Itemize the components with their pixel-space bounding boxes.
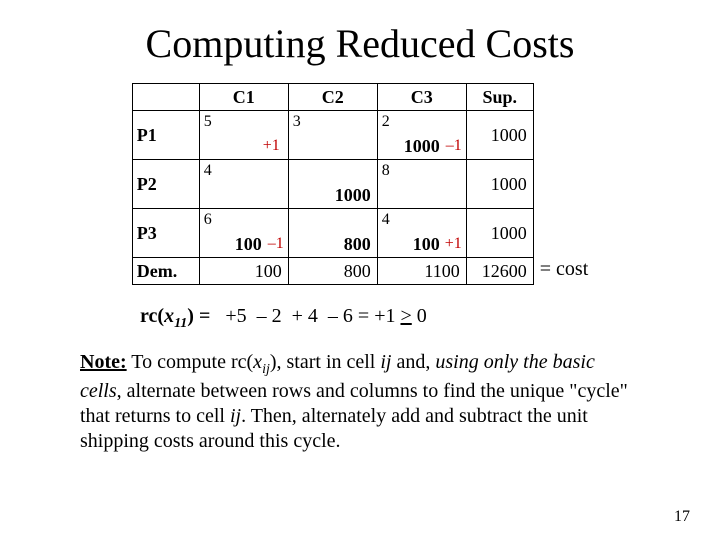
cell-p2c2: 1000 bbox=[288, 160, 377, 209]
supply-p2: 1000 bbox=[466, 160, 533, 209]
demand-c3: 1100 bbox=[377, 258, 466, 285]
cost-p2c3: 8 bbox=[382, 162, 390, 180]
corner-cell bbox=[132, 84, 199, 111]
anno-p1c3: –1 bbox=[446, 137, 462, 155]
cell-p3c2: 800 bbox=[288, 209, 377, 258]
page-number: 17 bbox=[674, 508, 690, 526]
transport-table: C1 C2 C3 Sup. P1 5 +1 3 2 1000 –1 bbox=[132, 83, 534, 285]
col-header-c2: C2 bbox=[288, 84, 377, 111]
total-cost: 12600 bbox=[466, 258, 533, 285]
cell-p1c1: 5 +1 bbox=[199, 111, 288, 160]
demand-c2: 800 bbox=[288, 258, 377, 285]
note-text: To compute rc(xij), start in cell ij and… bbox=[80, 351, 628, 452]
cost-p3c1: 6 bbox=[204, 211, 212, 229]
note-label: Note: bbox=[80, 351, 127, 373]
cell-p1c3: 2 1000 –1 bbox=[377, 111, 466, 160]
demand-c1: 100 bbox=[199, 258, 288, 285]
cell-p3c3: 4 100 +1 bbox=[377, 209, 466, 258]
alloc-p3c1: 100 bbox=[235, 234, 262, 255]
alloc-p3c2: 800 bbox=[344, 234, 371, 255]
anno-p1c1: +1 bbox=[263, 137, 280, 155]
cost-p1c1: 5 bbox=[204, 113, 212, 131]
row-header-dem: Dem. bbox=[132, 258, 199, 285]
col-header-sup: Sup. bbox=[466, 84, 533, 111]
row-header-p2: P2 bbox=[132, 160, 199, 209]
anno-p3c1: –1 bbox=[268, 235, 284, 253]
equation-body: +5 – 2 + 4 – 6 = +1 > 0 bbox=[215, 305, 426, 327]
supply-p3: 1000 bbox=[466, 209, 533, 258]
anno-p3c3: +1 bbox=[445, 235, 462, 253]
cost-p2c1: 4 bbox=[204, 162, 212, 180]
note-paragraph: Note: To compute rc(xij), start in cell … bbox=[80, 350, 640, 454]
cost-p1c3: 2 bbox=[382, 113, 390, 131]
col-header-c1: C1 bbox=[199, 84, 288, 111]
cost-p3c3: 4 bbox=[382, 211, 390, 229]
col-header-c3: C3 bbox=[377, 84, 466, 111]
cell-p1c2: 3 bbox=[288, 111, 377, 160]
equation-line: rc(x11) = +5 – 2 + 4 – 6 = +1 > 0 bbox=[140, 305, 660, 332]
supply-p1: 1000 bbox=[466, 111, 533, 160]
row-header-p1: P1 bbox=[132, 111, 199, 160]
alloc-p2c2: 1000 bbox=[335, 185, 371, 206]
equation-lead: rc(x11) = bbox=[140, 305, 210, 327]
cost-label: = cost bbox=[540, 258, 589, 285]
cost-p1c2: 3 bbox=[293, 113, 301, 131]
cell-p2c3: 8 bbox=[377, 160, 466, 209]
alloc-p3c3: 100 bbox=[413, 234, 440, 255]
row-header-p3: P3 bbox=[132, 209, 199, 258]
page-title: Computing Reduced Costs bbox=[60, 20, 660, 67]
cell-p3c1: 6 100 –1 bbox=[199, 209, 288, 258]
table-container: C1 C2 C3 Sup. P1 5 +1 3 2 1000 –1 bbox=[60, 83, 660, 285]
cell-p2c1: 4 bbox=[199, 160, 288, 209]
alloc-p1c3: 1000 bbox=[404, 136, 440, 157]
